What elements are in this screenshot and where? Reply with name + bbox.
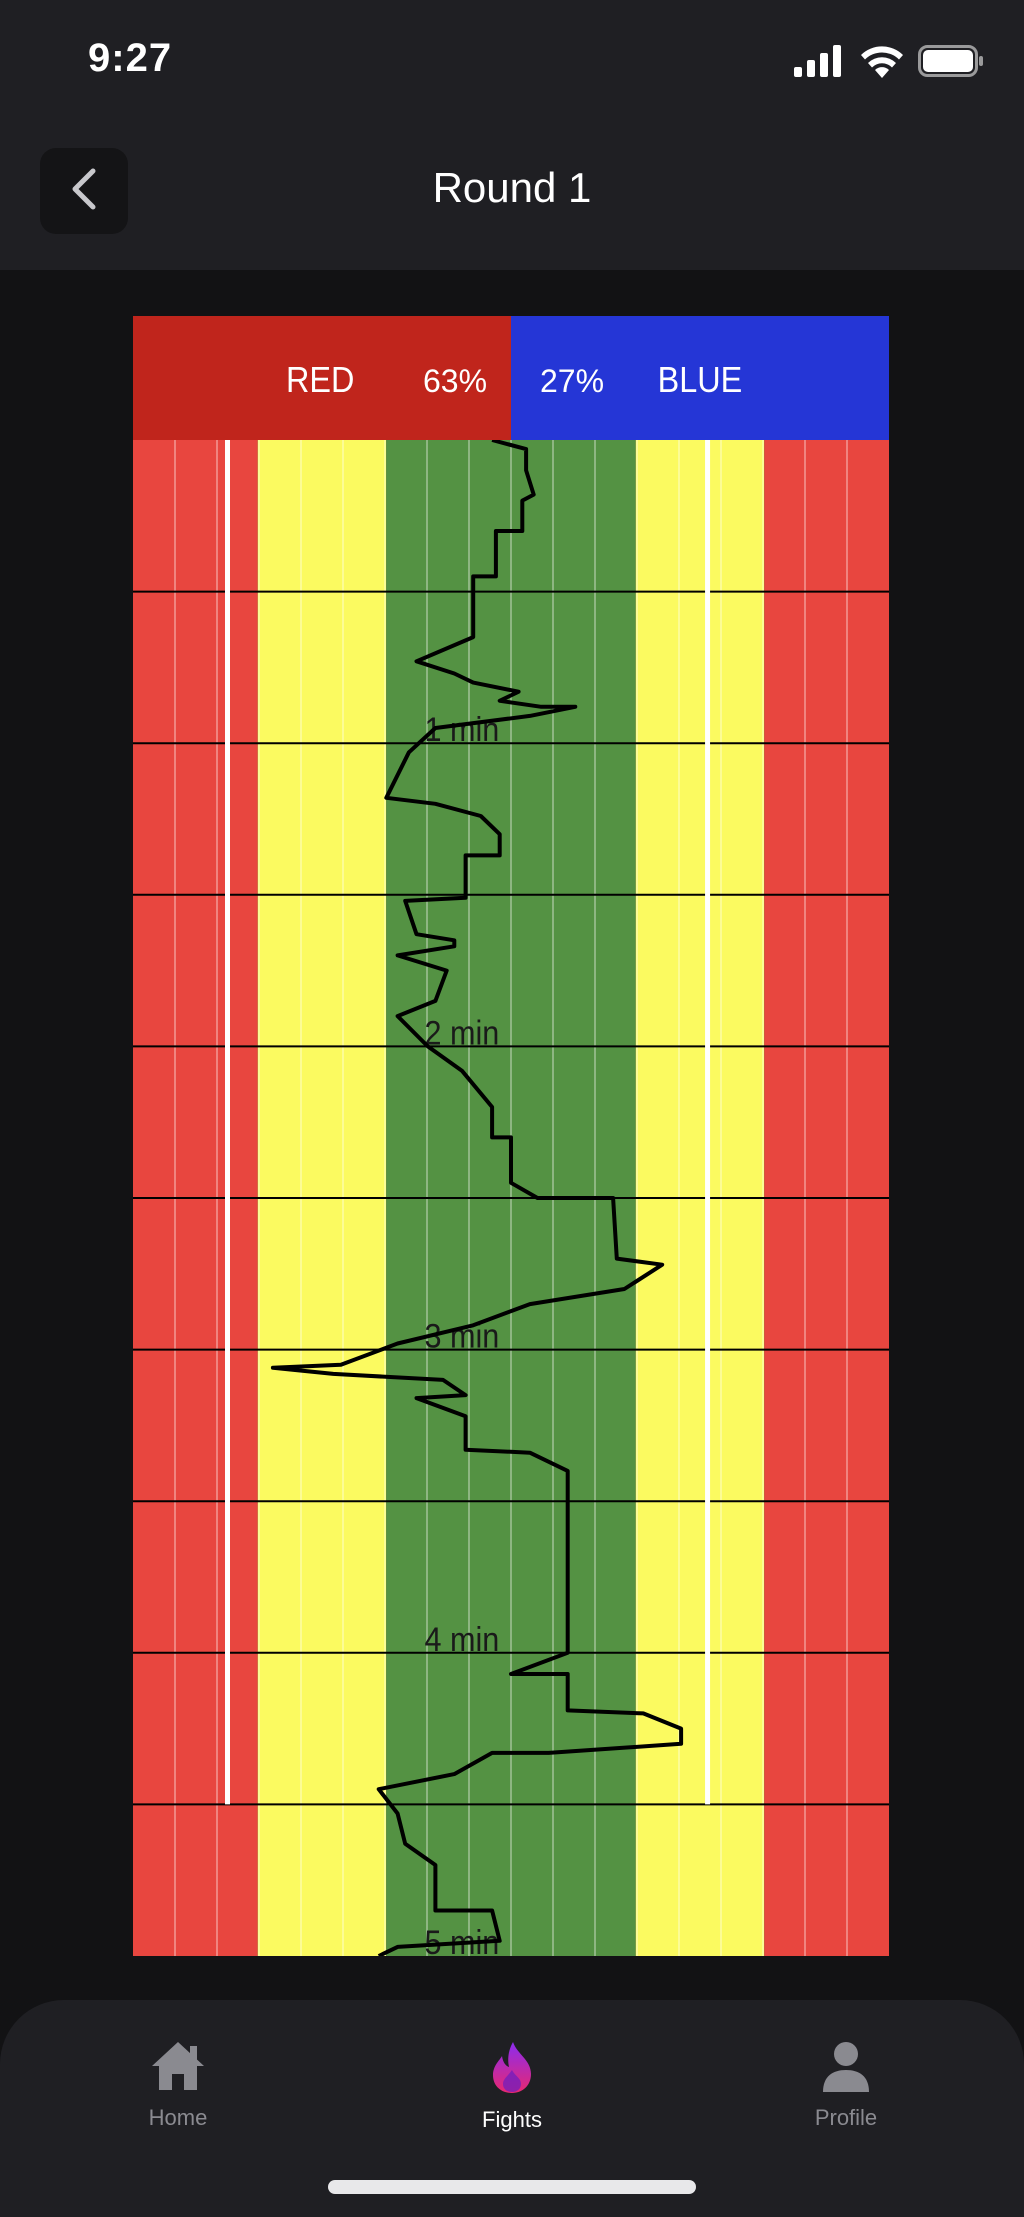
status-bar: 9:27 bbox=[0, 0, 1024, 124]
legend-blue-bg bbox=[511, 316, 889, 440]
back-button[interactable] bbox=[40, 148, 128, 234]
time-label: 4 min bbox=[424, 1620, 499, 1658]
legend-blue-label: BLUE bbox=[658, 360, 743, 400]
status-time: 9:27 bbox=[88, 36, 173, 80]
cellular-signal-icon bbox=[794, 45, 846, 82]
series-line bbox=[270, 438, 684, 1956]
limit-lines bbox=[225, 432, 711, 1805]
chevron-left-icon bbox=[69, 167, 99, 216]
legend-blue-percent: 27% bbox=[540, 363, 604, 399]
tab-home[interactable]: Home bbox=[78, 2040, 278, 2150]
legend-red-percent: 63% bbox=[423, 363, 487, 399]
nav-header: Round 1 bbox=[0, 124, 1024, 270]
time-label: 2 min bbox=[424, 1014, 499, 1052]
page-title: Round 1 bbox=[432, 164, 592, 211]
home-indicator bbox=[328, 2180, 696, 2194]
legend: RED 63% 27% BLUE bbox=[133, 316, 889, 440]
house-icon bbox=[150, 2040, 206, 2097]
person-icon bbox=[821, 2040, 871, 2097]
legend-red-label: RED bbox=[286, 360, 354, 400]
tab-home-label: Home bbox=[148, 2105, 208, 2130]
tab-fights-label: Fights bbox=[482, 2107, 542, 2132]
battery-icon bbox=[918, 45, 984, 82]
legend-red-bg bbox=[133, 316, 511, 440]
flame-icon bbox=[487, 2040, 537, 2099]
time-grid-lines bbox=[133, 590, 889, 1806]
tab-fights[interactable]: Fights bbox=[412, 2040, 612, 2150]
wifi-icon bbox=[860, 44, 904, 83]
tab-profile-label: Profile bbox=[814, 2105, 878, 2130]
status-icons bbox=[794, 44, 984, 83]
fight-momentum-chart: 1 min 2 min 3 min 4 min 5 min RED 63% 27% BL… bbox=[133, 316, 889, 1956]
tab-profile[interactable]: Profile bbox=[746, 2040, 946, 2150]
